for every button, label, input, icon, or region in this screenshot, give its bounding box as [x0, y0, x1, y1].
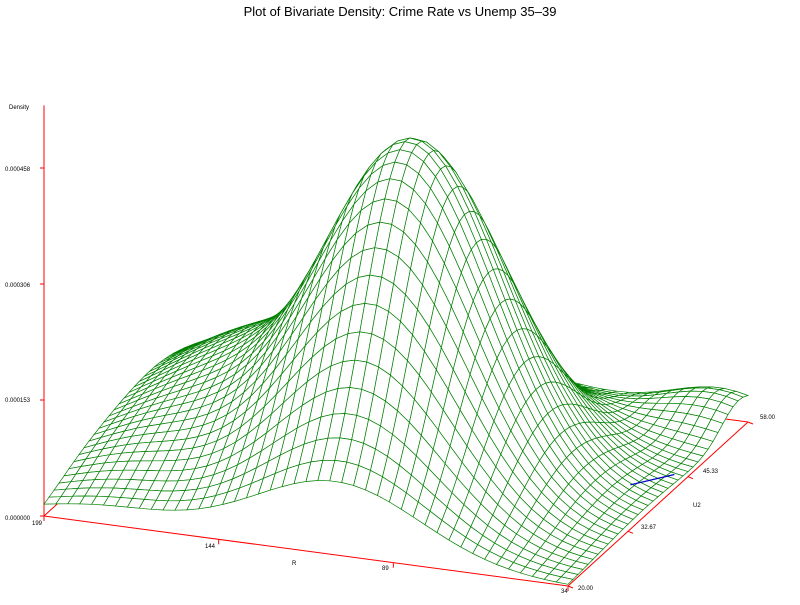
x-tick-label: 199: [32, 521, 43, 527]
z-tick-label: 0.000306: [5, 283, 31, 289]
u2-tick-mark: [688, 477, 693, 479]
z-tick-label: 0.000458: [5, 167, 31, 173]
density-surface: [44, 138, 748, 584]
x-tick-label: 34: [561, 589, 568, 595]
u2-tick-mark: [628, 531, 633, 533]
z-tick-label: 0.000153: [5, 398, 31, 404]
z-axis-label: Density: [9, 105, 29, 111]
x-axis-label: R: [292, 561, 297, 567]
y-axis-label: U2: [693, 503, 701, 509]
y-tick-label: 45.33: [703, 469, 719, 475]
z-tick-label: 0.000000: [5, 516, 31, 522]
u2-tick-mark: [748, 422, 753, 424]
y-tick-label: 32.67: [641, 525, 657, 531]
u2-tick-mark: [568, 586, 573, 588]
y-tick-label: 20.00: [578, 586, 594, 592]
y-tick-label: 58.00: [760, 415, 776, 421]
chart-title: Plot of Bivariate Density: Crime Rate vs…: [244, 4, 557, 19]
x-tick-label: 144: [205, 544, 216, 550]
x-tick-label: 89: [382, 566, 389, 572]
